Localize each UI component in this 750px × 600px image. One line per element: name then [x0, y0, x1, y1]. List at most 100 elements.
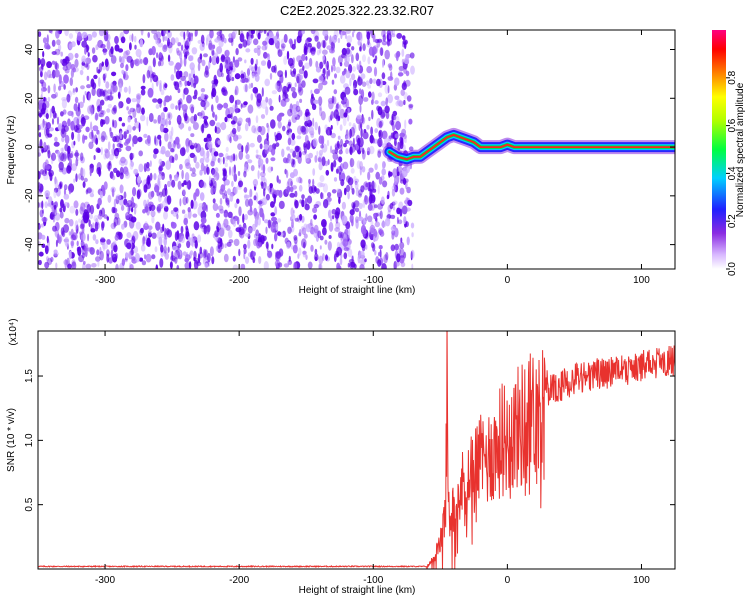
- noise-speckle: [101, 119, 106, 125]
- noise-speckle: [384, 49, 391, 60]
- noise-speckle: [322, 221, 327, 230]
- noise-speckle: [93, 215, 99, 222]
- noise-speckle: [252, 178, 258, 187]
- bottom-y-axis-label: SNR (10 * v/v): [6, 408, 17, 472]
- noise-speckle: [356, 63, 359, 70]
- noise-speckle: [43, 172, 49, 181]
- noise-speckle: [242, 213, 245, 224]
- noise-speckle: [146, 207, 150, 216]
- noise-speckle: [152, 74, 159, 83]
- colorbar-tick-label: 0.8: [727, 70, 738, 84]
- noise-speckle: [184, 51, 190, 56]
- noise-speckle: [132, 141, 135, 148]
- noise-speckle: [71, 261, 77, 269]
- noise-speckle: [189, 152, 195, 158]
- noise-speckle: [243, 187, 248, 193]
- noise-speckle: [318, 104, 322, 111]
- noise-speckle: [353, 200, 360, 208]
- noise-speckle: [121, 69, 125, 75]
- noise-speckle: [244, 122, 249, 132]
- noise-speckle: [357, 254, 361, 264]
- noise-speckle: [372, 137, 375, 144]
- noise-speckle: [54, 91, 59, 98]
- noise-speckle: [69, 219, 74, 227]
- noise-speckle: [337, 37, 341, 44]
- noise-speckle: [73, 140, 76, 146]
- noise-speckle: [243, 252, 246, 260]
- noise-speckle: [214, 230, 219, 238]
- bottom-y-tick-label: 1.0: [24, 433, 35, 447]
- noise-speckle: [93, 155, 96, 160]
- noise-speckle: [98, 30, 105, 37]
- colorbar-tick-label: 0.4: [727, 166, 738, 180]
- noise-speckle: [41, 81, 44, 87]
- noise-speckle: [98, 166, 101, 177]
- noise-speckle: [292, 244, 298, 254]
- noise-speckle: [59, 211, 64, 219]
- noise-speckle: [106, 253, 110, 263]
- noise-speckle: [258, 30, 264, 34]
- noise-speckle: [398, 65, 405, 72]
- noise-speckle: [186, 94, 192, 104]
- noise-speckle: [50, 256, 54, 263]
- noise-speckle: [58, 161, 64, 171]
- noise-speckle: [339, 74, 346, 84]
- noise-speckle: [245, 153, 250, 160]
- noise-speckle: [364, 231, 369, 240]
- noise-speckle: [314, 256, 318, 262]
- noise-speckle: [81, 31, 88, 38]
- noise-speckle: [245, 48, 251, 53]
- noise-speckle: [158, 236, 163, 247]
- noise-speckle: [106, 108, 111, 113]
- noise-speckle: [309, 45, 313, 53]
- noise-speckle: [177, 99, 181, 106]
- noise-speckle: [92, 222, 95, 230]
- noise-speckle: [159, 80, 162, 86]
- noise-speckle: [56, 116, 60, 125]
- noise-speckle: [337, 135, 341, 140]
- noise-speckle: [91, 133, 95, 144]
- noise-speckle: [341, 215, 348, 225]
- noise-speckle: [164, 250, 167, 257]
- noise-speckle: [154, 135, 157, 145]
- noise-speckle: [83, 177, 88, 183]
- noise-speckle: [374, 128, 379, 134]
- noise-speckle: [56, 39, 61, 46]
- noise-speckle: [294, 217, 299, 222]
- noise-speckle: [103, 214, 108, 219]
- noise-speckle: [328, 209, 332, 219]
- noise-speckle: [213, 184, 217, 192]
- noise-speckle: [87, 233, 90, 242]
- noise-speckle: [215, 55, 220, 65]
- noise-speckle: [181, 209, 186, 214]
- noise-speckle: [67, 110, 74, 116]
- noise-speckle: [145, 167, 151, 172]
- noise-speckle: [38, 170, 41, 180]
- noise-speckle: [243, 248, 247, 255]
- noise-speckle: [201, 59, 206, 67]
- noise-speckle: [51, 200, 54, 206]
- noise-speckle: [269, 105, 274, 111]
- noise-speckle: [343, 252, 348, 260]
- noise-speckle: [75, 208, 79, 216]
- noise-speckle: [151, 215, 155, 224]
- noise-speckle: [100, 99, 105, 106]
- noise-speckle: [364, 195, 369, 205]
- noise-speckle: [157, 42, 164, 48]
- noise-speckle: [73, 103, 78, 112]
- noise-speckle: [176, 143, 180, 149]
- noise-speckle: [180, 75, 187, 82]
- noise-speckle: [276, 80, 281, 87]
- noise-speckle: [78, 231, 84, 236]
- noise-speckle: [250, 165, 255, 172]
- noise-speckle: [136, 93, 142, 100]
- noise-speckle: [223, 169, 227, 177]
- noise-speckle: [370, 181, 377, 191]
- noise-speckle: [156, 52, 159, 59]
- noise-speckle: [263, 30, 267, 35]
- noise-speckle: [277, 231, 282, 236]
- noise-speckle: [134, 252, 140, 263]
- noise-speckle: [53, 249, 58, 254]
- noise-speckle: [120, 156, 126, 164]
- noise-speckle: [115, 263, 119, 269]
